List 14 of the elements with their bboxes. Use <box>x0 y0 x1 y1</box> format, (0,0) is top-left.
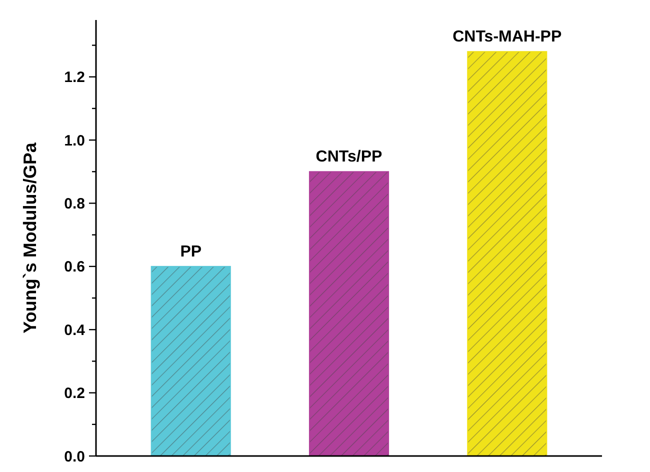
x-tick-label: PP <box>180 243 202 260</box>
bar <box>467 51 548 456</box>
x-tick-label: CNTs-MAH-PP <box>452 28 562 46</box>
y-tick-label: 0.2 <box>64 385 85 402</box>
y-tick-label: 0.0 <box>64 448 85 466</box>
y-tick-label: 0.6 <box>64 258 85 276</box>
y-tick-label: 1.2 <box>64 69 85 86</box>
bar <box>150 266 231 456</box>
x-tick-label: CNTs/PP <box>316 148 383 166</box>
bar <box>308 171 390 456</box>
y-tick-label: 0.4 <box>64 322 86 339</box>
y-tick-label: 0.8 <box>64 195 85 212</box>
y-axis-title: Young`s Modulus/GPa <box>20 142 40 334</box>
y-tick-label: 1.0 <box>64 132 85 150</box>
